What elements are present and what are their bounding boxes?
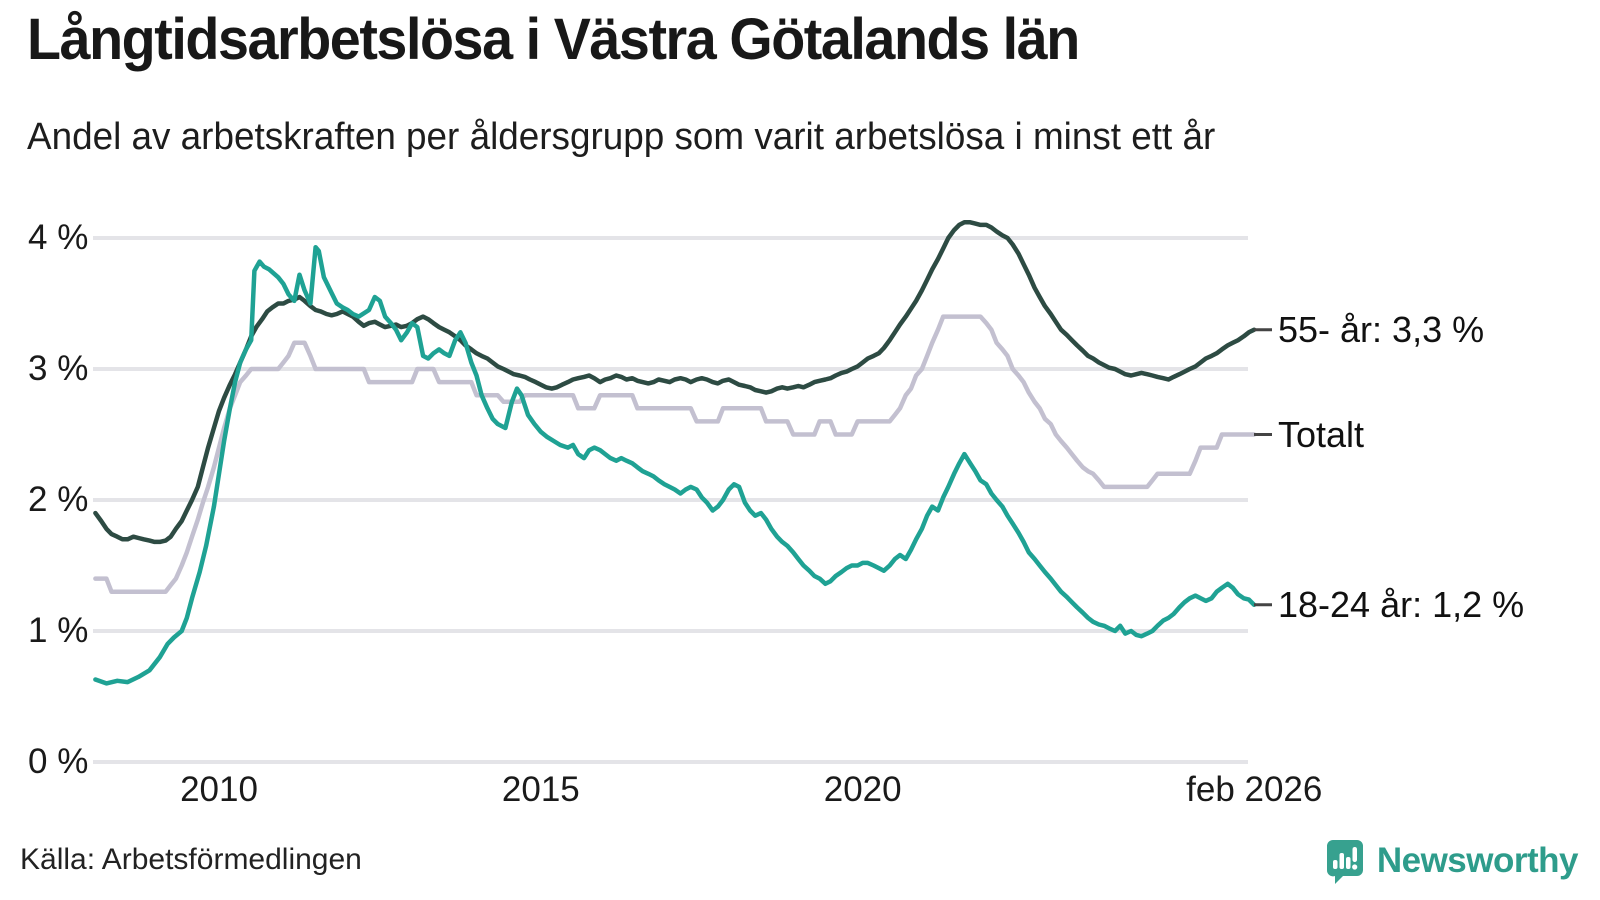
exclamation-dot <box>1351 864 1358 870</box>
series-line-18-24-r <box>93 244 1257 686</box>
exclamation-bar <box>1352 847 1357 862</box>
series-line-totalt <box>93 314 1257 594</box>
bar-1 <box>1332 860 1338 869</box>
y-axis-tick-2pct: 2 % <box>28 480 89 519</box>
y-axis-tick-4pct: 4 % <box>28 218 89 257</box>
newsworthy-logo[interactable]: Newsworthy <box>1325 838 1579 884</box>
bar-3 <box>1345 857 1351 869</box>
x-axis-tick-2015: 2015 <box>501 770 580 809</box>
x-axis-tick-2020: 2020 <box>823 770 902 809</box>
page-subtitle: Andel av arbetskraften per åldersgrupp s… <box>27 116 1216 158</box>
y-axis-tick-0pct: 0 % <box>28 742 89 781</box>
series-line-55-r <box>93 220 1257 545</box>
series-label-55-ar: 55- år: 3,3 % <box>1278 308 1485 350</box>
series-label-totalt: Totalt <box>1278 413 1365 455</box>
y-axis-tick-3pct: 3 % <box>28 349 89 388</box>
bar-2 <box>1339 853 1344 869</box>
series-label-18-24-ar: 18-24 år: 1,2 % <box>1278 583 1525 625</box>
x-axis-tick-feb-2026: feb 2026 <box>1186 770 1323 809</box>
x-axis-tick-2010: 2010 <box>180 770 258 809</box>
bar-chart-speech-bubble-icon <box>1326 840 1363 884</box>
speech-bubble-shape <box>1326 840 1363 884</box>
source-note: Källa: Arbetsförmedlingen <box>20 843 362 876</box>
page-title: Långtidsarbetslösa i Västra Götalands lä… <box>27 7 1080 72</box>
y-axis-tick-1pct: 1 % <box>28 611 89 650</box>
brand-name: Newsworthy <box>1376 841 1579 880</box>
